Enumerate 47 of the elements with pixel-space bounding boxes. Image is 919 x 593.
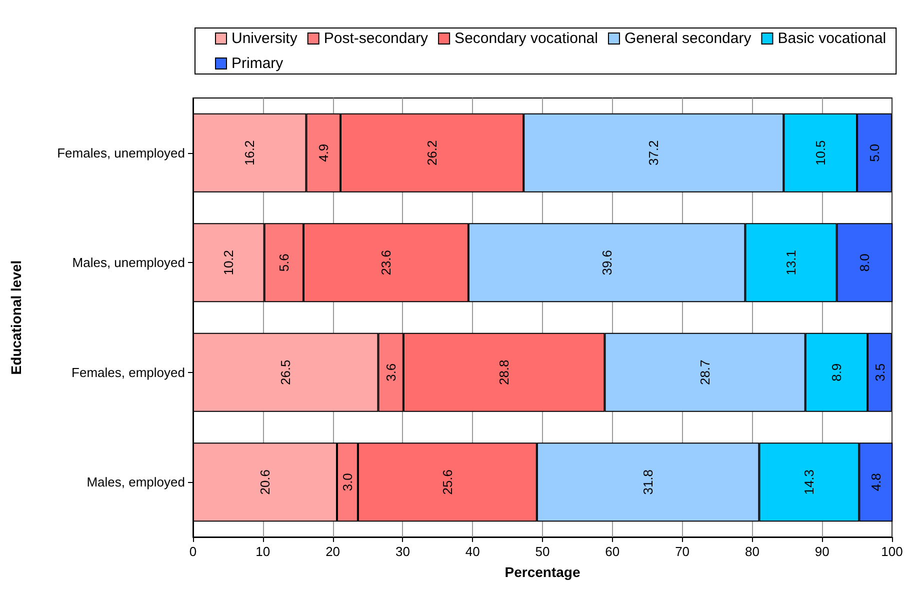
x-tick-label: 10 xyxy=(256,544,270,559)
data-label: 4.8 xyxy=(868,473,884,492)
y-tick-label: Males, unemployed xyxy=(72,255,185,270)
data-label: 20.6 xyxy=(257,469,272,495)
x-tick-label: 30 xyxy=(395,544,410,559)
data-label: 31.8 xyxy=(640,469,656,495)
data-label: 8.0 xyxy=(857,254,872,272)
data-label: 26.2 xyxy=(424,140,440,166)
data-label: 37.2 xyxy=(646,140,662,166)
x-tick-label: 90 xyxy=(814,544,830,559)
x-tick-label: 80 xyxy=(744,544,760,559)
data-label: 3.0 xyxy=(340,473,355,492)
x-tick-label: 40 xyxy=(465,544,480,559)
data-label: 14.3 xyxy=(802,469,817,495)
x-tick-label: 0 xyxy=(189,544,197,559)
y-tick-label: Females, employed xyxy=(72,364,185,380)
data-label: 16.2 xyxy=(242,140,258,166)
data-label: 5.6 xyxy=(276,254,292,272)
data-label: 13.1 xyxy=(783,250,798,276)
data-label: 28.8 xyxy=(496,360,512,386)
legend-label: Primary xyxy=(232,55,284,72)
data-label: 28.7 xyxy=(698,360,713,386)
data-label: 3.6 xyxy=(383,363,398,382)
legend-label: Secondary vocational xyxy=(454,30,598,47)
data-label: 5.0 xyxy=(867,144,882,162)
legend-label: Basic vocational xyxy=(778,30,886,47)
y-axis-title: Educational level xyxy=(8,260,24,375)
y-tick-label: Females, unemployed xyxy=(57,145,185,160)
data-label: 4.9 xyxy=(316,144,331,162)
data-label: 39.6 xyxy=(599,250,614,276)
x-tick-label: 20 xyxy=(326,544,340,559)
data-label: 25.6 xyxy=(440,469,455,495)
x-axis-title: Percentage xyxy=(504,564,580,580)
x-tick-label: 100 xyxy=(881,544,903,559)
data-label: 10.2 xyxy=(221,250,236,276)
legend-label: Post-secondary xyxy=(324,30,429,47)
data-label: 10.5 xyxy=(812,140,828,166)
y-tick-label: Males, employed xyxy=(86,474,185,490)
data-label: 26.5 xyxy=(278,360,294,386)
data-label: 3.5 xyxy=(872,363,888,382)
x-tick-label: 50 xyxy=(535,544,550,559)
legend-label: University xyxy=(232,30,298,47)
legend-label: General secondary xyxy=(624,30,752,47)
data-label: 23.6 xyxy=(378,250,394,276)
x-tick-label: 60 xyxy=(605,544,620,559)
data-label: 8.9 xyxy=(828,363,844,382)
x-tick-label: 70 xyxy=(675,544,690,559)
